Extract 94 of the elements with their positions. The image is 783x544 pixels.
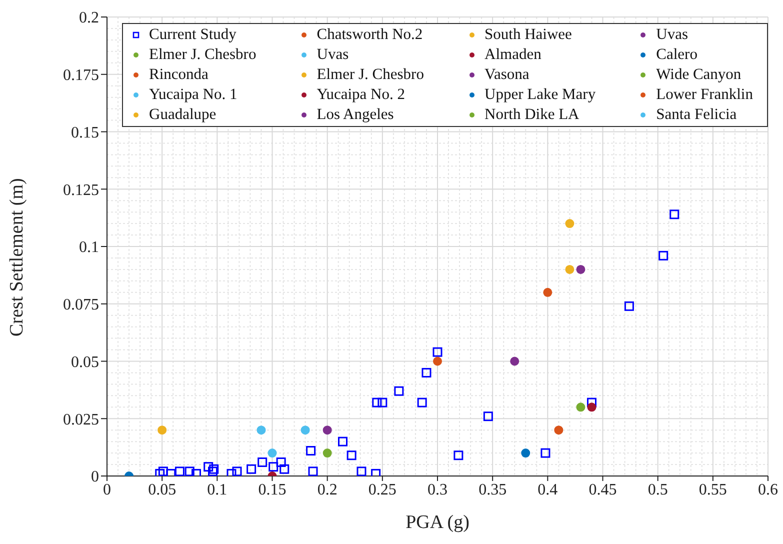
point [422, 368, 432, 378]
legend-label: Chatsworth No.2 [316, 25, 423, 45]
x-tick-label: 0.15 [258, 481, 286, 498]
y-tick-label: 0.025 [63, 411, 99, 428]
legend-label: Rinconda [149, 65, 208, 85]
point [586, 398, 596, 408]
y-tick-label: 0 [91, 468, 99, 486]
legend-label: Wide Canyon [656, 65, 742, 85]
legend-label: Current Study [149, 25, 236, 45]
point [268, 462, 278, 472]
x-axis-title: PGA (g) [406, 512, 470, 533]
x-tick-label: 0.25 [368, 481, 396, 498]
legend-label: Yucaipa No. 1 [149, 85, 238, 105]
y-tick-label: 0.1 [79, 239, 99, 256]
point [670, 210, 680, 220]
point [394, 386, 404, 396]
point [158, 426, 167, 435]
y-axis-title: Crest Settlement (m) [6, 178, 28, 336]
point [158, 466, 168, 476]
point [372, 398, 382, 408]
point [356, 466, 366, 476]
point [322, 426, 332, 435]
x-tick-label: 0.2 [317, 481, 338, 498]
y-tick-label: 0.05 [71, 354, 99, 371]
point [521, 448, 530, 458]
x-tick-label: 0.3 [428, 481, 448, 498]
legend-label: Los Angeles [316, 105, 394, 125]
x-tick-label: 0.5 [648, 481, 668, 498]
point [258, 457, 268, 467]
x-tick-label: 0.55 [698, 481, 727, 498]
point [587, 402, 596, 412]
x-tick-label: 0.1 [207, 481, 228, 498]
point [256, 426, 266, 435]
legend-label: Santa Felicia [656, 105, 737, 125]
legend-label: Vasona [484, 65, 530, 85]
y-tick-label: 0.2 [79, 10, 99, 27]
y-tick-label: 0.075 [63, 296, 99, 314]
point [184, 466, 194, 476]
point [565, 264, 574, 274]
point [658, 250, 668, 260]
point [510, 356, 520, 366]
point [226, 468, 236, 476]
point [540, 448, 550, 458]
legend-label: North Dike LA [484, 105, 580, 125]
point [346, 450, 356, 460]
point [417, 398, 427, 408]
point [433, 356, 442, 366]
legend-label: Upper Lake Mary [484, 85, 596, 105]
x-tick-label: 0 [103, 481, 111, 498]
point [554, 426, 564, 435]
legend-label: Uvas [316, 45, 349, 65]
legend-label: Almaden [484, 45, 542, 65]
point [576, 402, 586, 412]
point [209, 464, 219, 474]
legend-label: Elmer J. Chesbro [316, 65, 424, 85]
legend-label: Yucaipa No. 2 [316, 85, 406, 105]
point [371, 468, 381, 476]
point [322, 448, 332, 458]
point [543, 288, 552, 297]
point [232, 466, 242, 476]
point [268, 448, 277, 458]
legend-label: Elmer J. Chesbro [149, 45, 256, 65]
legend-label: Uvas [656, 25, 688, 45]
point [378, 398, 388, 408]
legend-label: Lower Franklin [656, 85, 753, 105]
point [565, 219, 574, 228]
y-tick-label: 0.175 [63, 67, 99, 84]
legend-label: Guadalupe [149, 105, 216, 125]
point [624, 301, 634, 311]
point [246, 464, 256, 474]
point [483, 412, 493, 422]
point [155, 468, 165, 476]
x-tick-label: 0.4 [538, 481, 558, 498]
point [204, 462, 214, 472]
point [454, 450, 464, 460]
point [300, 426, 310, 435]
point [338, 436, 348, 446]
x-tick-label: 0.45 [588, 481, 617, 498]
legend-label: Calero [656, 45, 698, 65]
y-tick-label: 0.125 [63, 182, 99, 199]
point [276, 457, 286, 467]
y-tick-label: 0.15 [71, 124, 99, 142]
point [306, 446, 316, 456]
point [174, 466, 184, 476]
point [191, 468, 201, 476]
x-tick-label: 0.35 [478, 481, 507, 498]
x-tick-label: 0.6 [758, 481, 778, 498]
point [308, 466, 318, 476]
point [208, 466, 218, 476]
point [280, 464, 290, 474]
point [576, 264, 586, 274]
x-tick-label: 0.05 [148, 481, 176, 498]
legend-label: South Haiwee [484, 25, 572, 45]
point [432, 347, 442, 357]
